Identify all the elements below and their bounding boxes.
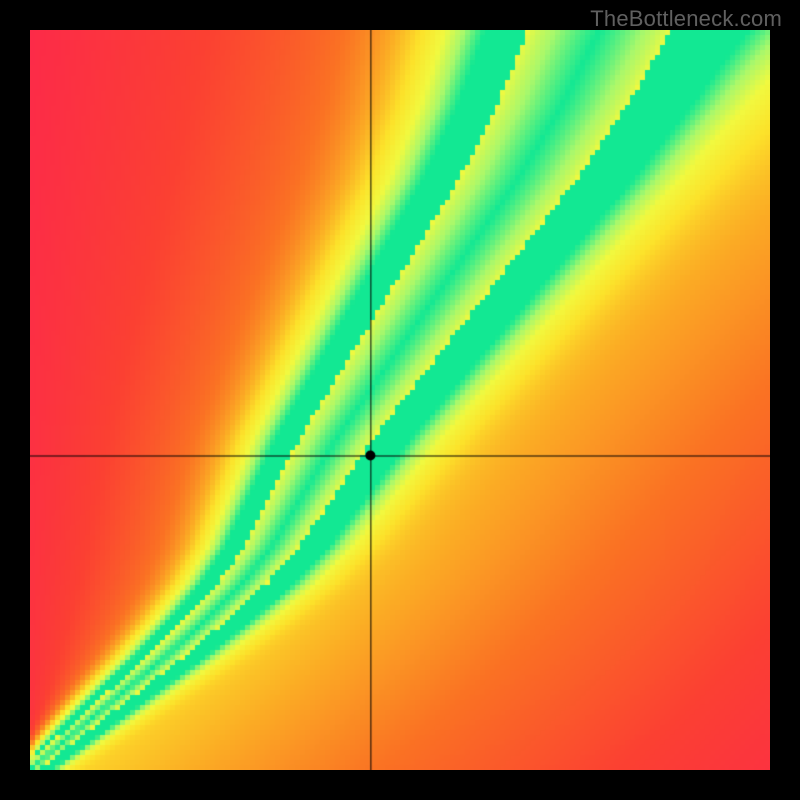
heatmap-canvas	[30, 30, 770, 770]
attribution-text: TheBottleneck.com	[590, 6, 782, 32]
heatmap-plot	[30, 30, 770, 770]
chart-container: TheBottleneck.com	[0, 0, 800, 800]
